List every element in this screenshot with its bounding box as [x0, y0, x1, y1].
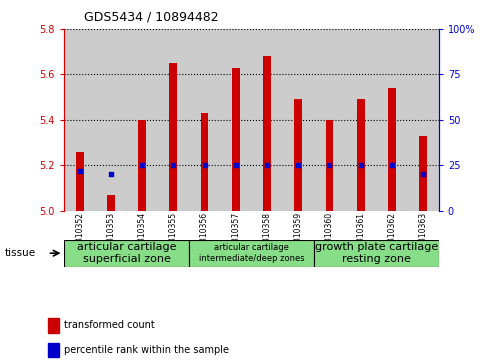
Point [232, 162, 240, 168]
FancyBboxPatch shape [64, 240, 189, 267]
Point [357, 162, 365, 168]
Bar [345, 29, 376, 211]
Bar [95, 29, 127, 211]
Bar [220, 29, 251, 211]
Bar [251, 29, 282, 211]
Bar [408, 29, 439, 211]
FancyBboxPatch shape [189, 240, 314, 267]
Text: articular cartilage
intermediate/deep zones: articular cartilage intermediate/deep zo… [199, 244, 304, 263]
Bar [201, 113, 209, 211]
Bar [263, 56, 271, 211]
Text: tissue: tissue [5, 248, 36, 258]
Bar [388, 88, 396, 211]
Bar [357, 99, 365, 211]
Point [107, 171, 115, 177]
Bar [189, 29, 220, 211]
Point [138, 162, 146, 168]
Point [263, 162, 271, 168]
Text: transformed count: transformed count [64, 321, 155, 330]
FancyBboxPatch shape [314, 240, 439, 267]
Point [419, 171, 427, 177]
Point [388, 162, 396, 168]
Bar [419, 136, 427, 211]
Text: growth plate cartilage
resting zone: growth plate cartilage resting zone [315, 242, 438, 264]
Point [76, 168, 84, 174]
Bar [158, 29, 189, 211]
Point [201, 162, 209, 168]
Bar [294, 99, 302, 211]
Bar [376, 29, 408, 211]
Bar [107, 195, 115, 211]
Bar [314, 29, 345, 211]
Bar [170, 63, 177, 211]
Bar [64, 29, 95, 211]
Point [325, 162, 333, 168]
Bar [232, 68, 240, 211]
Bar [282, 29, 314, 211]
Bar [138, 120, 146, 211]
Text: GDS5434 / 10894482: GDS5434 / 10894482 [84, 11, 218, 24]
Text: articular cartilage
superficial zone: articular cartilage superficial zone [77, 242, 176, 264]
Bar [325, 120, 333, 211]
Bar [48, 343, 59, 357]
Point [170, 162, 177, 168]
Point [294, 162, 302, 168]
Bar [48, 318, 59, 333]
Text: percentile rank within the sample: percentile rank within the sample [64, 345, 229, 355]
Bar [127, 29, 158, 211]
Bar [76, 152, 84, 211]
